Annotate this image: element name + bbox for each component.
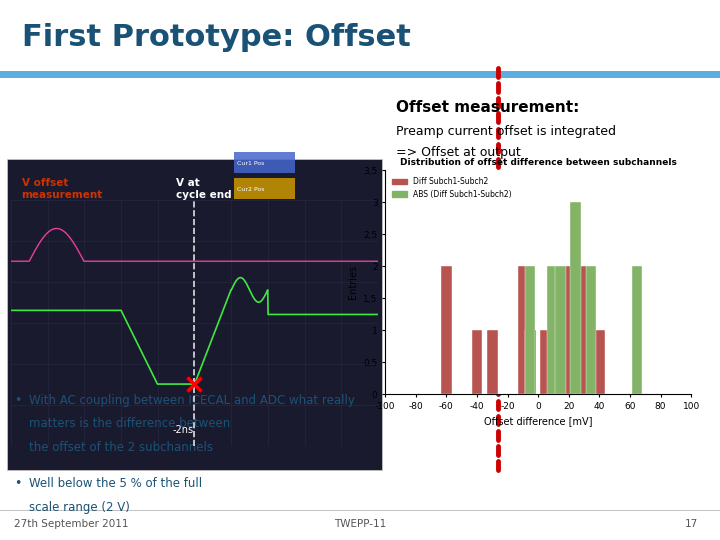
Text: Preamp current offset is integrated: Preamp current offset is integrated	[396, 125, 616, 138]
Text: Well below the 5 % of the full: Well below the 5 % of the full	[29, 477, 202, 490]
Bar	[524, 266, 535, 394]
Y-axis label: Entries: Entries	[348, 265, 358, 299]
Bar	[547, 266, 558, 394]
Text: 27th September 2011: 27th September 2011	[14, 519, 129, 529]
Bar	[548, 266, 559, 394]
X-axis label: Offset difference [mV]: Offset difference [mV]	[484, 416, 593, 427]
Bar	[525, 330, 536, 394]
Bar	[594, 330, 605, 394]
Text: With AC coupling between ICECAL and ADC what really: With AC coupling between ICECAL and ADC …	[29, 394, 355, 407]
Text: TWEPP-11: TWEPP-11	[334, 519, 386, 529]
Text: scale range (2 V): scale range (2 V)	[29, 501, 130, 514]
Bar	[579, 266, 590, 394]
FancyBboxPatch shape	[0, 71, 720, 78]
Text: 17: 17	[685, 519, 698, 529]
Bar	[441, 266, 451, 394]
FancyBboxPatch shape	[234, 152, 295, 173]
Text: Cur2 Pos: Cur2 Pos	[237, 186, 264, 192]
Bar	[541, 330, 552, 394]
Text: •: •	[14, 477, 22, 490]
Text: Cur1 Pos: Cur1 Pos	[237, 160, 264, 166]
Title: Distribution of offset difference between subchannels: Distribution of offset difference betwee…	[400, 158, 677, 166]
Text: V offset
measurement: V offset measurement	[22, 178, 103, 200]
Text: First Prototype: Offset: First Prototype: Offset	[22, 23, 410, 52]
Text: Offset measurement:: Offset measurement:	[396, 100, 580, 115]
Bar	[555, 266, 566, 394]
FancyBboxPatch shape	[234, 178, 295, 199]
Bar	[472, 330, 482, 394]
FancyBboxPatch shape	[7, 159, 382, 470]
Bar	[487, 330, 498, 394]
Legend: Diff Subch1-Subch2, ABS (Diff Subch1-Subch2): Diff Subch1-Subch2, ABS (Diff Subch1-Sub…	[389, 174, 515, 202]
Text: matters is the difference between: matters is the difference between	[29, 417, 230, 430]
Text: 5 % of
dynamics: 5 % of dynamics	[430, 206, 518, 245]
Bar	[564, 266, 574, 394]
Text: V at
cycle end: V at cycle end	[176, 178, 232, 200]
Bar	[570, 202, 581, 394]
Bar	[585, 266, 596, 394]
Text: => Offset at output: => Offset at output	[396, 146, 521, 159]
Text: •: •	[14, 394, 22, 407]
Text: -2ns: -2ns	[173, 425, 194, 435]
Bar	[631, 266, 642, 394]
Text: the offset of the 2 subchannels: the offset of the 2 subchannels	[29, 441, 213, 454]
Bar	[518, 266, 528, 394]
